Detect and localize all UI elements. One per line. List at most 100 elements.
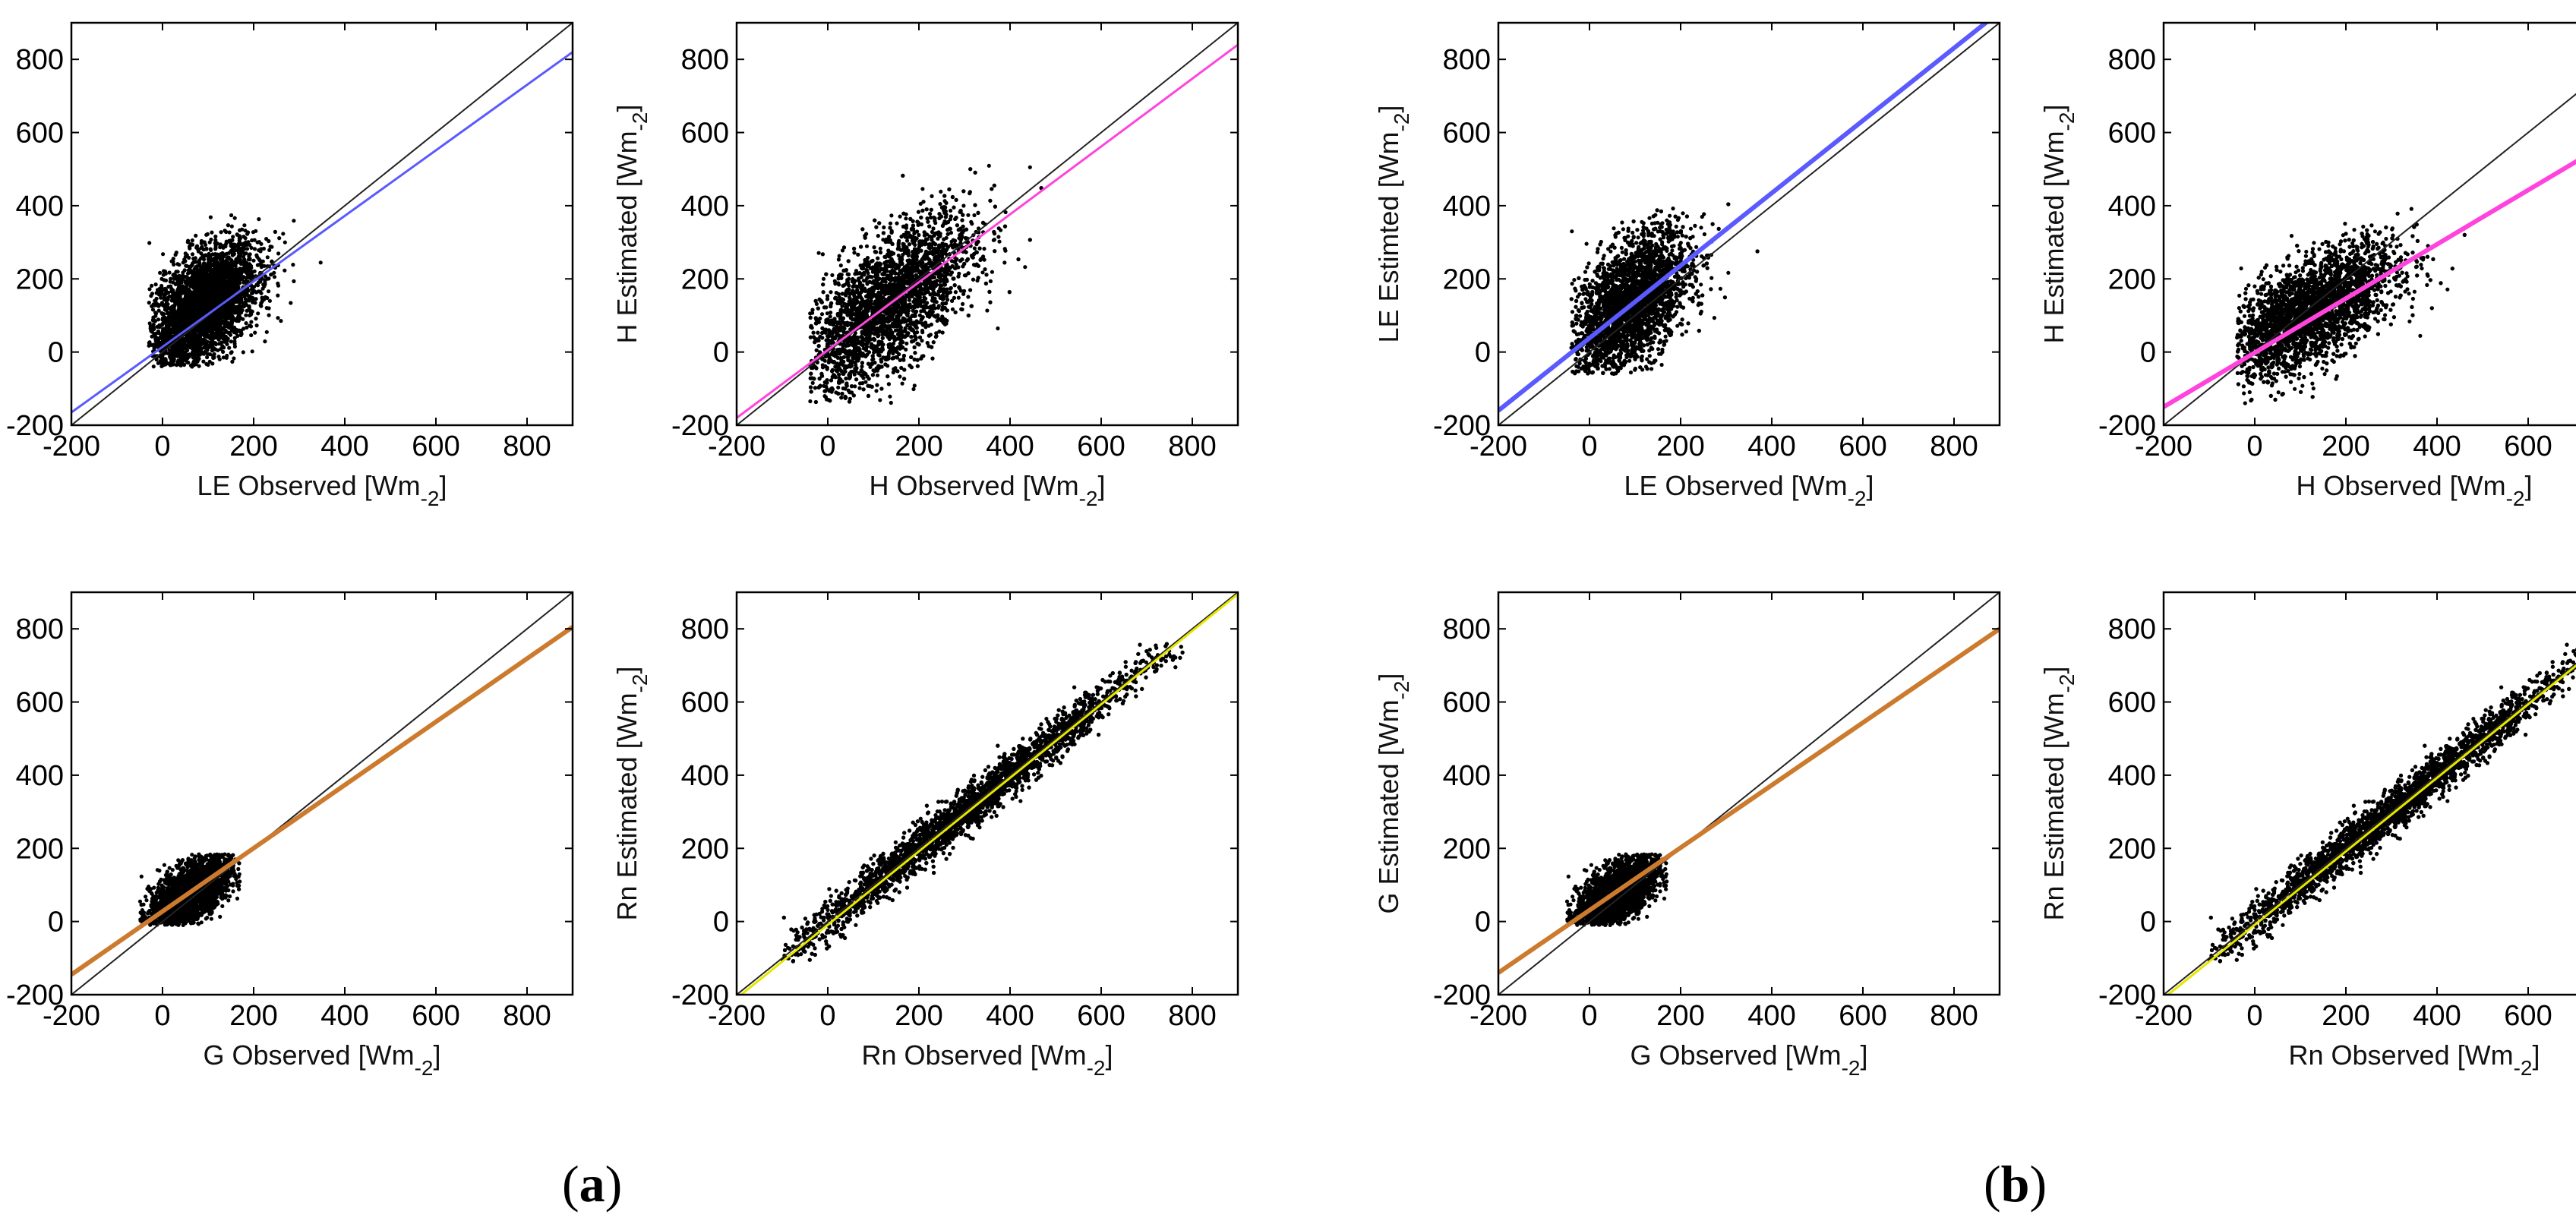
data-point [234,268,238,273]
data-point [239,271,244,276]
data-point [215,298,219,302]
x-tick-label: 600 [412,431,459,462]
data-point [224,273,229,278]
data-point [292,219,296,223]
data-point [185,288,189,292]
data-point [159,276,164,281]
data-point [201,352,206,356]
data-point [194,310,199,314]
data-point [192,349,197,353]
data-point [241,350,245,355]
data-point [229,238,233,243]
data-point [243,300,248,304]
data-point [204,279,208,284]
data-point [183,344,188,349]
data-point [250,309,254,314]
data-point [180,285,185,289]
data-point [156,344,160,349]
data-point [210,361,215,366]
data-point [207,318,212,323]
data-point [217,267,222,271]
data-point [235,333,240,338]
data-point [229,265,233,270]
data-point [204,232,209,237]
data-point [203,242,208,247]
data-point [234,275,238,280]
data-point [252,247,257,251]
data-point [200,276,204,280]
data-point [225,307,229,311]
data-point [185,339,189,343]
data-point [245,292,249,297]
data-point [232,260,237,265]
data-point [248,313,252,317]
data-point [232,298,237,302]
data-point [214,336,219,340]
data-point [238,228,242,232]
y-tick-label: -200 [6,410,64,442]
data-point [230,278,235,282]
data-point [165,321,169,326]
data-point [199,241,204,245]
data-point [192,267,197,271]
data-point [171,280,175,285]
data-point [172,294,176,298]
data-point [229,224,234,229]
x-tick-label: 400 [320,431,368,462]
data-point [212,280,216,285]
data-point [152,332,156,336]
data-point [257,240,261,244]
data-point [232,247,236,251]
data-point [184,292,188,297]
data-point [156,304,161,308]
data-point [276,316,280,320]
data-point [194,260,198,264]
data-point [207,359,212,364]
data-point [169,286,174,291]
data-point [263,339,267,344]
data-point [224,355,229,360]
data-point [242,254,246,259]
data-point [197,258,202,263]
data-point [206,292,211,298]
y-tick-label: 200 [16,263,64,295]
y-tick-label: 800 [16,44,64,76]
data-point [156,308,161,313]
data-point [179,289,184,294]
data-point [195,298,200,303]
data-point [242,304,246,309]
data-point [263,274,268,279]
data-point [888,221,893,226]
data-point [242,223,247,228]
data-point [221,244,226,248]
data-point [229,260,234,265]
data-point [254,317,258,321]
data-point [229,323,234,327]
data-point [841,386,845,391]
data-point [232,356,236,361]
data-point [164,308,169,313]
data-point [162,295,166,299]
data-point [211,347,216,352]
data-point [166,290,171,295]
data-point [180,320,185,324]
data-point [207,329,211,333]
data-point [232,307,237,311]
data-point [283,268,287,273]
data-point [256,311,260,316]
data-point [251,296,255,301]
data-point [256,289,260,294]
data-point [232,310,236,314]
data-point [218,308,223,312]
data-point [265,255,270,260]
data-point [221,355,226,360]
data-point [223,229,227,233]
data-point [201,337,206,342]
data-point [176,301,181,306]
data-point [213,292,218,296]
data-point [949,208,953,213]
y-tick-label: 400 [16,191,64,222]
data-point [224,239,229,244]
data-point [156,317,161,322]
